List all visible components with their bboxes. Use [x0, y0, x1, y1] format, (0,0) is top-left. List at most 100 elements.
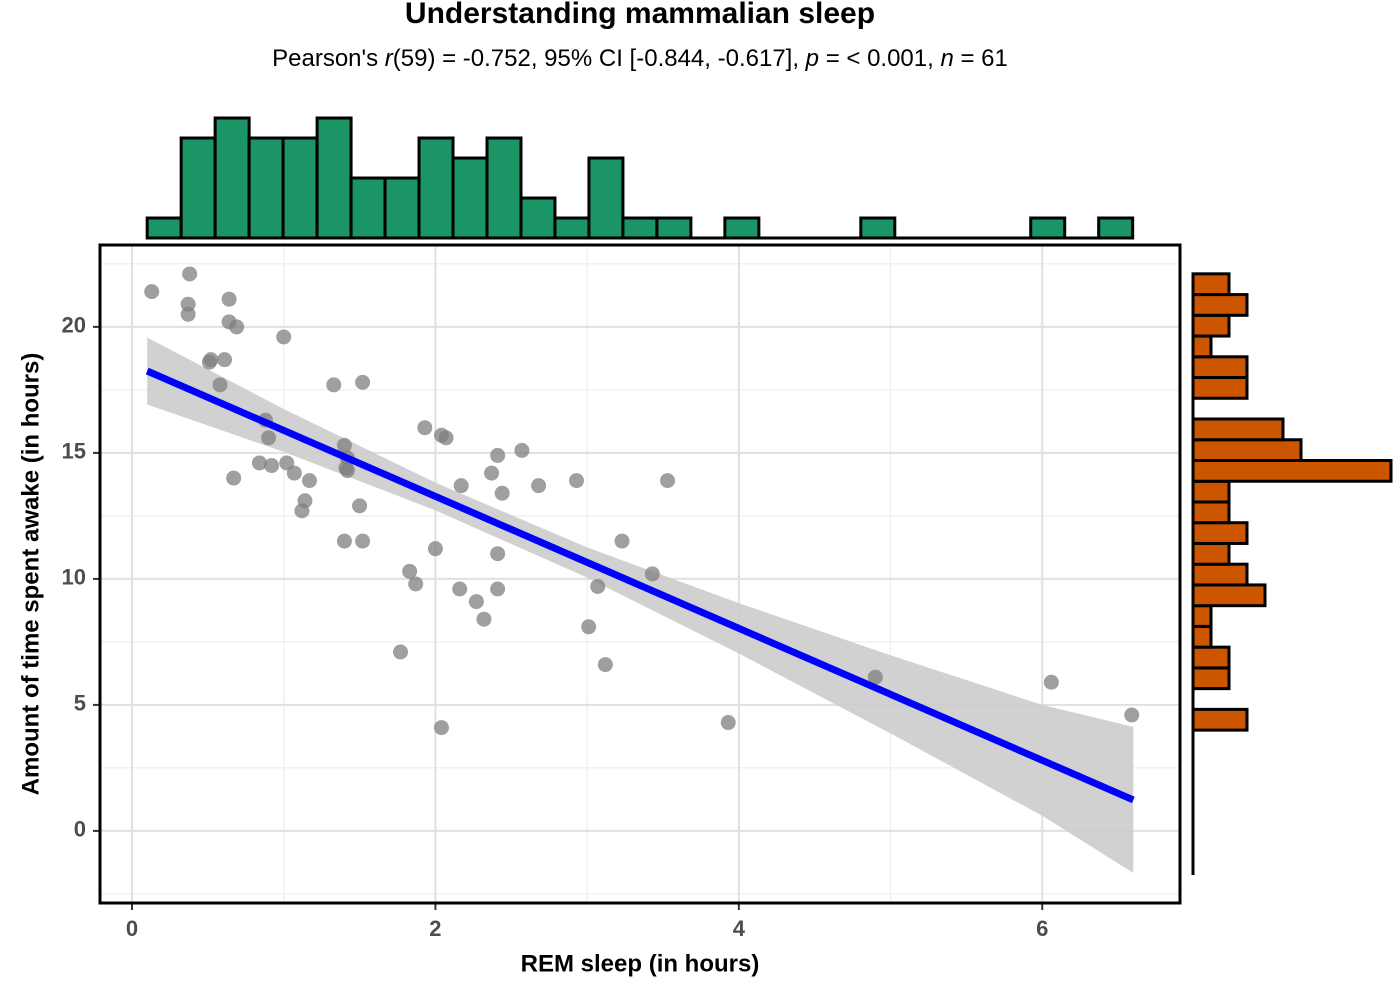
point [417, 420, 433, 436]
point [490, 546, 506, 562]
subtitle-part: = < 0.001, [819, 45, 940, 72]
point [408, 576, 424, 592]
point [264, 458, 280, 474]
point [490, 581, 506, 597]
hist-bar [1191, 293, 1249, 317]
hist-bar [1191, 376, 1249, 400]
hist-bar [349, 176, 387, 240]
chart-title: Understanding mammalian sleep [405, 0, 875, 30]
point [644, 566, 660, 582]
hist-bar [553, 216, 591, 240]
y-axis-label: Amount of time spent awake (in hours) [17, 353, 44, 796]
hist-bar [1191, 707, 1249, 732]
y-tick-label: 20 [62, 313, 86, 338]
point [352, 498, 368, 514]
hist-bar [1191, 541, 1231, 566]
plot-frame [98, 243, 1182, 905]
point [597, 657, 613, 673]
point [720, 715, 736, 731]
point [514, 442, 530, 458]
hist-bar [621, 216, 659, 240]
chart-subtitle: Pearson's r(59) = -0.752, 95% CI [-0.844… [272, 45, 1008, 72]
point [494, 485, 510, 501]
hist-bar [1191, 479, 1231, 504]
hist-bar [1191, 334, 1213, 359]
hist-bar [587, 156, 625, 240]
hist-bar [1191, 417, 1285, 442]
subtitle-part: n [940, 45, 953, 72]
y-tick-label: 10 [62, 565, 86, 590]
point [182, 266, 198, 282]
point [336, 437, 352, 453]
hist-bar [1191, 458, 1393, 483]
point [468, 594, 484, 610]
subtitle-part: = 61 [954, 45, 1008, 72]
point [867, 669, 883, 685]
point [433, 720, 449, 736]
hist-bar [519, 196, 557, 240]
hist-bar [1191, 500, 1231, 525]
point [286, 465, 302, 481]
hist-bar [1191, 666, 1231, 691]
hist-bar [145, 216, 183, 240]
point [276, 329, 292, 345]
hist-bar [451, 156, 489, 240]
hist-bar [1097, 216, 1135, 240]
point [201, 354, 217, 370]
hist-bar [1191, 355, 1249, 380]
point [452, 581, 468, 597]
hist-bar [247, 136, 285, 240]
point [229, 319, 245, 335]
hist-bar [1191, 272, 1231, 297]
hist-bar [1191, 438, 1303, 462]
point [226, 470, 242, 486]
x-tick-label: 2 [429, 916, 441, 941]
hist-bar [1029, 216, 1067, 240]
point [326, 377, 342, 393]
hist-bar [1191, 604, 1213, 628]
point [590, 578, 606, 594]
subtitle-part: p [805, 45, 819, 72]
point [484, 465, 500, 481]
point [427, 541, 443, 557]
point [1043, 674, 1059, 690]
point [180, 306, 196, 322]
hist-bar [383, 176, 421, 240]
point [294, 503, 310, 519]
point [339, 463, 355, 479]
confidence-band [147, 337, 1134, 874]
point [302, 473, 318, 489]
point [217, 352, 233, 368]
x-tick-label: 6 [1036, 916, 1048, 941]
point [453, 478, 469, 494]
point [336, 533, 352, 549]
y-tick-label: 5 [74, 691, 86, 716]
y-tick-label: 0 [74, 817, 86, 842]
subtitle-part: Pearson's [272, 45, 385, 72]
point [261, 430, 277, 446]
hist-bar [859, 216, 897, 240]
x-tick-label: 4 [733, 916, 746, 941]
hist-bar [281, 136, 319, 240]
hist-bar [315, 116, 353, 240]
point [221, 291, 237, 307]
hist-bar [1191, 313, 1231, 338]
x-axis-label: REM sleep (in hours) [521, 950, 760, 977]
point [476, 611, 492, 627]
point [402, 563, 418, 579]
point [490, 447, 506, 463]
subtitle-part: r [385, 45, 394, 72]
point [212, 377, 228, 393]
hist-bar [655, 216, 693, 240]
y-tick-label: 15 [62, 439, 86, 464]
point [531, 478, 547, 494]
regression-line [145, 367, 1135, 804]
point [251, 455, 267, 471]
point [438, 430, 454, 446]
hist-bar [1191, 645, 1231, 670]
point [355, 533, 371, 549]
hist-bar [417, 136, 455, 240]
hist-bar [1191, 583, 1267, 608]
point [569, 473, 585, 489]
